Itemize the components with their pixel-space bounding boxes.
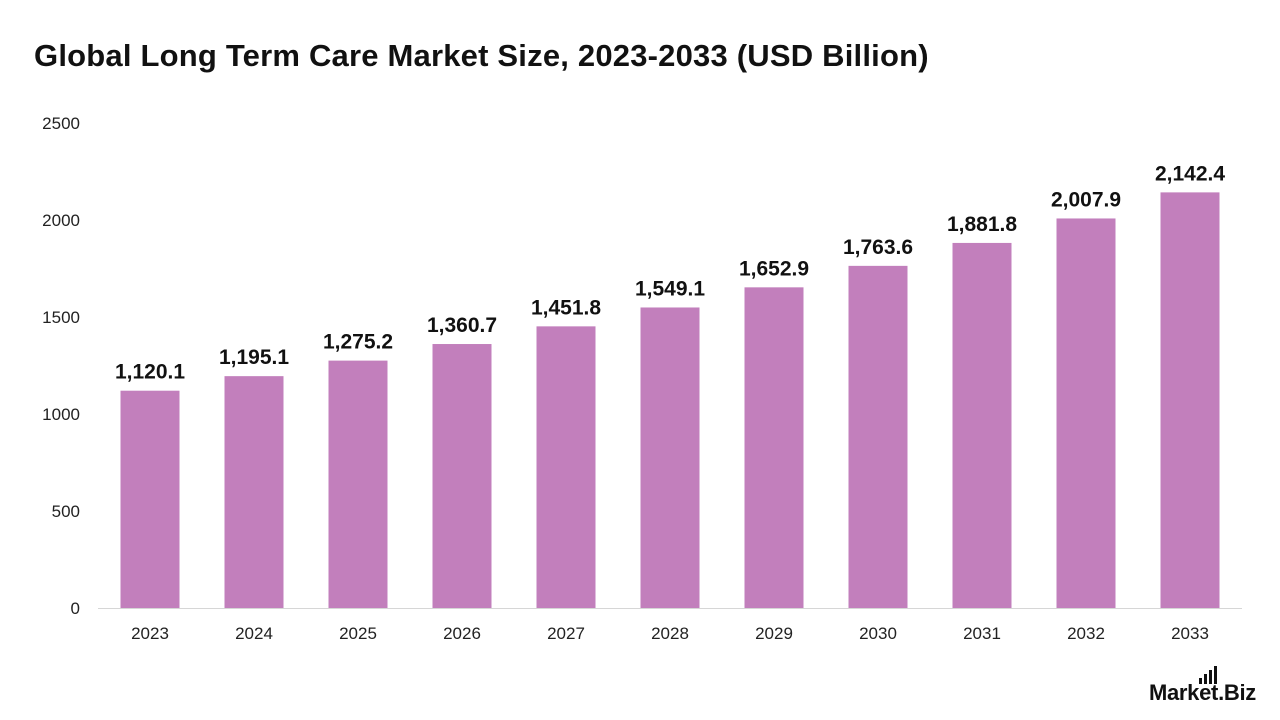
bar-2029 xyxy=(744,287,804,608)
y-tick-label: 0 xyxy=(71,599,80,618)
y-tick-label: 2500 xyxy=(42,114,80,133)
x-tick-label-2032: 2032 xyxy=(1067,624,1105,643)
x-tick-label-2030: 2030 xyxy=(859,624,897,643)
bar-2025 xyxy=(328,360,388,608)
data-label-2024: 1,195.1 xyxy=(219,346,289,369)
bar-2023 xyxy=(120,390,180,608)
bar-chart-icon xyxy=(1198,666,1217,684)
bar-2033 xyxy=(1160,192,1220,609)
bar-2027 xyxy=(536,326,596,608)
data-label-2023: 1,120.1 xyxy=(115,361,185,384)
data-label-2028: 1,549.1 xyxy=(635,277,705,300)
bars: 1,120.1 1,195.1 1,275.2 1,360.7 1,451.8 1,549… xyxy=(115,162,1225,609)
x-tick-label-2023: 2023 xyxy=(131,624,169,643)
x-tick-label-2033: 2033 xyxy=(1171,624,1209,643)
y-axis: 0 500 1000 1500 2000 2500 xyxy=(42,114,80,618)
x-axis: 2023 2024 2025 2026 2027 2028 2029 2030 2031 2032… xyxy=(98,608,1242,643)
bar-2030 xyxy=(848,265,908,608)
bar-2031 xyxy=(952,242,1012,609)
y-tick-label: 1000 xyxy=(42,405,80,424)
data-label-2033: 2,142.4 xyxy=(1155,162,1225,185)
bar-2032 xyxy=(1056,218,1116,608)
x-tick-label-2029: 2029 xyxy=(755,624,793,643)
brand-text: Market.Biz xyxy=(1148,680,1256,705)
x-tick-label-2027: 2027 xyxy=(547,624,585,643)
data-label-2026: 1,360.7 xyxy=(427,314,497,337)
data-label-2027: 1,451.8 xyxy=(531,296,601,319)
y-tick-label: 1500 xyxy=(42,308,80,327)
bar-2028 xyxy=(640,307,700,608)
y-tick-label: 500 xyxy=(52,502,80,521)
chart-title: Global Long Term Care Market Size, 2023-… xyxy=(34,38,929,73)
x-tick-label-2024: 2024 xyxy=(235,624,273,643)
data-label-2029: 1,652.9 xyxy=(739,257,809,280)
x-tick-label-2028: 2028 xyxy=(651,624,689,643)
data-label-2032: 2,007.9 xyxy=(1051,188,1121,211)
y-tick-label: 2000 xyxy=(42,211,80,230)
data-label-2031: 1,881.8 xyxy=(947,213,1017,236)
x-tick-label-2025: 2025 xyxy=(339,624,377,643)
bar-2024 xyxy=(224,376,284,608)
x-tick-label-2031: 2031 xyxy=(963,624,1001,643)
brand-logo: Market.Biz xyxy=(1148,666,1256,706)
data-label-2025: 1,275.2 xyxy=(323,331,393,354)
x-tick-label-2026: 2026 xyxy=(443,624,481,643)
data-label-2030: 1,763.6 xyxy=(843,236,913,259)
bar-2026 xyxy=(432,344,492,608)
